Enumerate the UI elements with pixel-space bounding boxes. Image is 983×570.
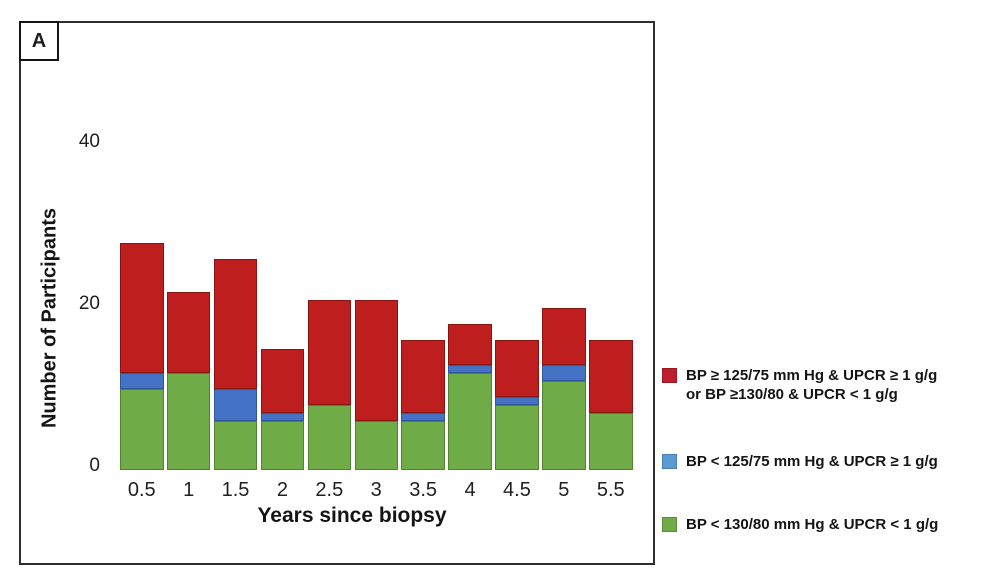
bar-segment [448,372,492,470]
bar-segment [260,421,305,470]
y-axis-title: Number of Participants [38,207,61,429]
legend-swatch-icon [662,454,677,469]
bar-segment [589,340,633,414]
x-tick-label: 3.5 [409,479,438,501]
x-tick-label: 5 [558,479,570,501]
x-tick-label: 5.5 [596,479,625,501]
bar-segment [166,291,211,373]
bar-segment [495,397,539,406]
bar-segment [120,372,164,389]
legend-label: BP < 125/75 mm Hg & UPCR ≥ 1 g/g [686,452,938,471]
y-tick-label: 20 [78,293,100,314]
bar-segment [401,340,445,414]
bar-segment [542,308,586,365]
bar-segment [307,299,352,406]
bar-segment [589,413,633,470]
y-tick-label: 40 [78,131,100,152]
legend-label-line: BP < 125/75 mm Hg & UPCR ≥ 1 g/g [686,453,938,470]
bar-1.5 [213,259,258,470]
x-tick-label: 3 [370,479,382,501]
y-tick-label: 0 [89,455,100,476]
panel-label: A [19,21,59,61]
bar-segment [166,372,211,470]
x-tick-label: 4 [464,479,476,501]
bar-segment [307,405,352,470]
bar-5 [542,308,586,470]
legend-label: BP ≥ 125/75 mm Hg & UPCR ≥ 1 g/g or BP ≥1… [686,366,937,404]
bar-segment [448,324,492,365]
bar-2.5 [307,299,352,470]
bar-4 [448,324,492,470]
x-tick-label: 0.5 [127,479,156,501]
x-tick-label: 1 [183,479,195,501]
x-tick-label: 2 [276,479,288,501]
legend-label-line: BP ≥ 125/75 mm Hg & UPCR ≥ 1 g/g [686,367,938,384]
bar-3 [354,299,398,470]
bar-3.5 [401,340,445,470]
bar-segment [120,243,164,373]
bar-segment [213,421,258,470]
legend-swatch-icon [662,368,677,383]
panel-label-text: A [31,29,47,52]
bar-segment [213,259,258,390]
bar-segment [260,413,305,422]
legend-label-line: BP < 130/80 mm Hg & UPCR < 1 g/g [686,516,939,533]
bar-segment [260,348,305,414]
bar-segment [354,421,398,470]
legend-entry: BP < 125/75 mm Hg & UPCR ≥ 1 g/g [662,452,980,471]
bar-segment [495,340,539,398]
bar-5.5 [589,340,633,470]
x-tick-label: 1.5 [221,479,250,501]
bar-segment [213,389,258,422]
bar-1 [166,291,211,470]
bar-segment [448,364,492,373]
x-tick-label: 4.5 [503,479,531,501]
bar-2 [260,348,305,470]
bar-segment [401,413,445,422]
bar-segment [354,299,398,422]
bar-segment [120,389,164,470]
bar-segment [542,364,586,381]
x-tick-label: 2.5 [315,479,344,501]
x-axis-title: Years since biopsy [257,504,447,527]
bar-segment [401,421,445,470]
bar-4.5 [495,340,539,470]
bar-segment [542,380,586,470]
legend-swatch-icon [662,517,677,532]
bar-segment [495,405,539,470]
legend-entry: BP < 130/80 mm Hg & UPCR < 1 g/g [662,515,980,534]
legend-label-line: or BP ≥130/80 & UPCR < 1 g/g [686,386,898,403]
legend-entry: BP ≥ 125/75 mm Hg & UPCR ≥ 1 g/g or BP ≥1… [662,366,980,404]
bar-0.5 [120,243,164,470]
legend-label: BP < 130/80 mm Hg & UPCR < 1 g/g [686,515,938,534]
